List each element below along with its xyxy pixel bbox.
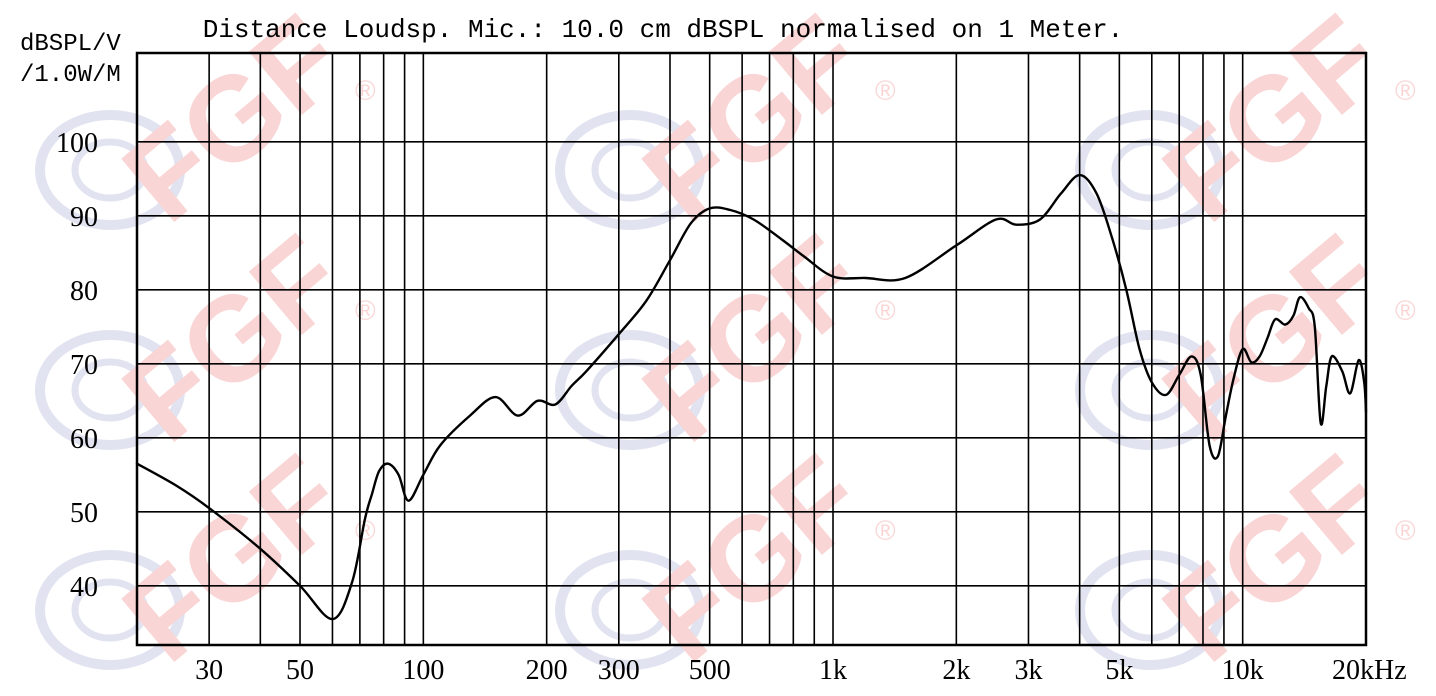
y-tick-label: 40 [70,572,98,603]
y-tick-labels: 100 90 80 70 60 50 40 [56,128,98,603]
watermark-logo-inner [71,138,149,202]
x-tick-label: 300 [598,655,640,686]
vertical-grid [208,53,1244,645]
x-tick-label: 200 [526,655,568,686]
x-tick-label: 30 [195,655,223,686]
x-tick-label: 50 [286,655,314,686]
watermark-registered-mark: ® [1395,75,1416,106]
x-tick-label: 5k [1105,655,1133,686]
y-tick-label: 90 [70,202,98,233]
y-tick-label: 50 [70,498,98,529]
watermark-logo-ring [555,110,705,230]
watermark-layer: FGF® FGF® FGF®FGF® FGF® FGF®FGF® FGF® FGF® [35,0,1416,687]
watermark-stamp: FGF® [555,210,896,467]
watermark-logo-ring [35,110,185,230]
watermark-logo-ring [35,330,185,450]
y-axis-label-line1: dBSPL/V [20,31,121,58]
watermark-registered-mark: ® [355,75,376,106]
x-tick-label: 3k [1014,655,1042,686]
watermark-registered-mark: ® [875,515,896,546]
x-tick-label: 1k [819,655,847,686]
watermark-stamp: FGF® [35,430,376,687]
y-axis-label-line2: /1.0W/M [20,62,121,89]
watermark-registered-mark: ® [875,75,896,106]
y-tick-label: 70 [70,350,98,381]
watermark-registered-mark: ® [1395,295,1416,326]
x-tick-label: 2k [942,655,970,686]
x-tick-labels: 30 50 100 200 300 500 1k 2k 3k 5k 10k 20kHz [195,655,1407,686]
watermark-stamp: FGF® [555,430,896,687]
watermark-registered-mark: ® [875,295,896,326]
watermark-text: FGF [619,210,889,467]
x-tick-label: 100 [402,655,444,686]
horizontal-grid [137,141,1366,587]
x-tick-label: 20kHz [1332,655,1407,686]
x-tick-label: 500 [689,655,731,686]
watermark-registered-mark: ® [1395,515,1416,546]
chart-title: Distance Loudsp. Mic.: 10.0 cm dBSPL nor… [203,15,1124,45]
watermark-text: FGF [619,430,889,687]
watermark-logo-inner [1111,358,1189,422]
y-tick-label: 60 [70,424,98,455]
x-tick-label: 10k [1222,655,1264,686]
watermark-text: FGF [99,210,369,467]
watermark-text: FGF [99,430,369,687]
watermark-logo-inner [1111,578,1189,642]
watermark-logo-inner [591,358,669,422]
watermark-logo-inner [71,578,149,642]
y-tick-label: 80 [70,276,98,307]
watermark-logo-inner [591,578,669,642]
watermark-logo-inner [71,358,149,422]
response-curve [135,173,1368,621]
watermark-registered-mark: ® [355,295,376,326]
y-tick-label: 100 [56,128,98,159]
watermark-logo-ring [555,330,705,450]
plot-frame [135,51,1368,647]
watermark-logo-ring [35,550,185,670]
watermark-logo-ring [555,550,705,670]
